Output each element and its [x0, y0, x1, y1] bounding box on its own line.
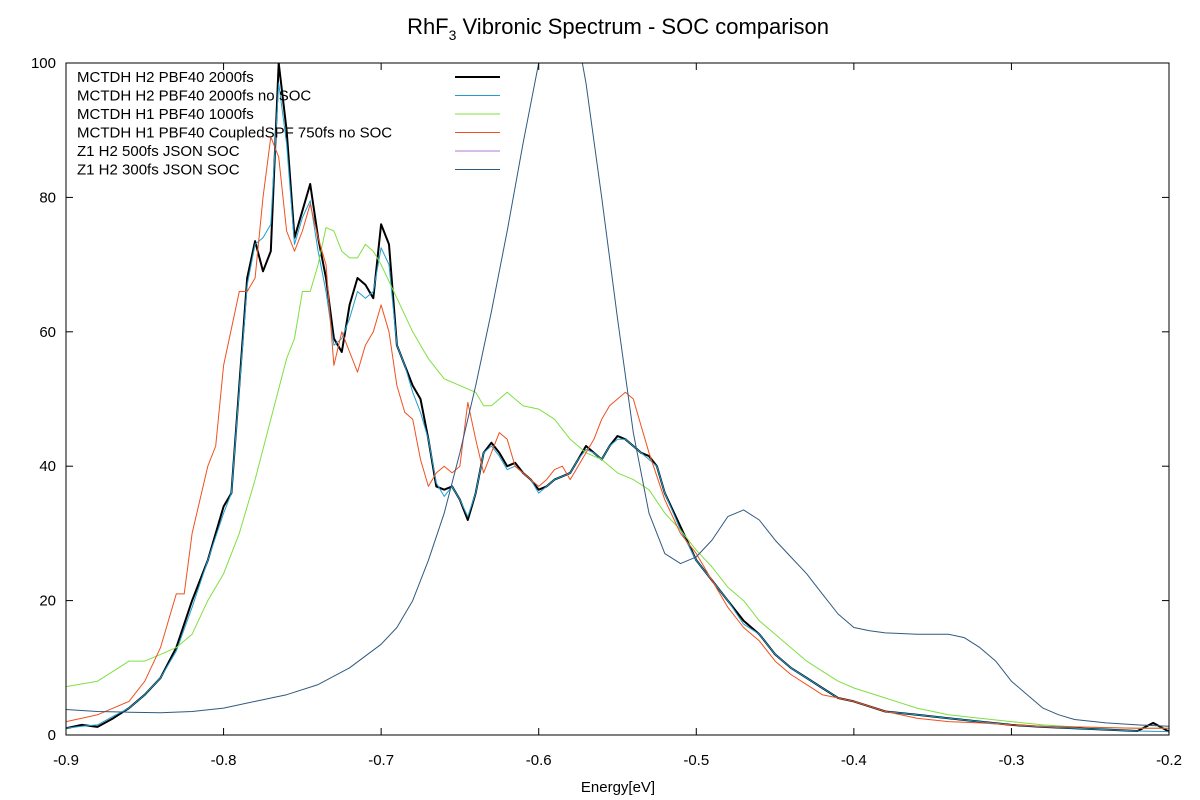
series-line-2: [66, 82, 1169, 733]
chart-title-main: RhF: [407, 14, 449, 39]
y-axis: 0 20 40 60 80 100: [31, 55, 1169, 744]
y-tick-label: 80: [39, 189, 56, 206]
y-tick-label: 20: [39, 593, 56, 610]
chart-title-subscript: 3: [449, 27, 457, 43]
x-tick-label: -0.5: [683, 752, 709, 769]
series-lines: [66, 63, 1169, 733]
x-axis: -0.9 -0.8 -0.7 -0.6 -0.5 -0.4 -0.3 -0.2: [53, 63, 1182, 769]
legend-label: MCTDH H1 PBF40 CoupledSPF 750fs no SOC: [77, 125, 392, 142]
series-line-6: [66, 63, 1169, 727]
chart-title: RhF3 Vibronic Spectrum - SOC comparison: [407, 14, 829, 43]
series-line-3: [66, 227, 1169, 729]
x-tick-label: -0.2: [1156, 752, 1182, 769]
legend-label: Z1 H2 500fs JSON SOC: [77, 143, 240, 160]
y-tick-label: 100: [31, 55, 56, 72]
x-tick-label: -0.8: [211, 752, 237, 769]
x-tick-label: -0.4: [841, 752, 867, 769]
legend-label: Z1 H2 300fs JSON SOC: [77, 162, 240, 179]
x-tick-label: -0.6: [526, 752, 552, 769]
y-tick-label: 0: [48, 727, 56, 744]
plot-frame: [65, 62, 1170, 736]
legend-label: MCTDH H1 PBF40 1000fs: [77, 106, 254, 123]
series-line-4: [66, 136, 1169, 729]
x-tick-label: -0.9: [53, 752, 79, 769]
chart-title-rest: Vibronic Spectrum - SOC comparison: [456, 14, 829, 39]
y-tick-label: 40: [39, 458, 56, 475]
y-tick-label: 60: [39, 324, 56, 341]
x-tick-label: -0.3: [998, 752, 1024, 769]
x-tick-label: -0.7: [368, 752, 394, 769]
legend: MCTDH H2 PBF40 2000fs MCTDH H2 PBF40 2000…: [77, 69, 500, 179]
x-axis-label: Energy[eV]: [581, 779, 655, 796]
legend-label: MCTDH H2 PBF40 2000fs no SOC: [77, 88, 311, 105]
legend-label: MCTDH H2 PBF40 2000fs: [77, 69, 254, 86]
